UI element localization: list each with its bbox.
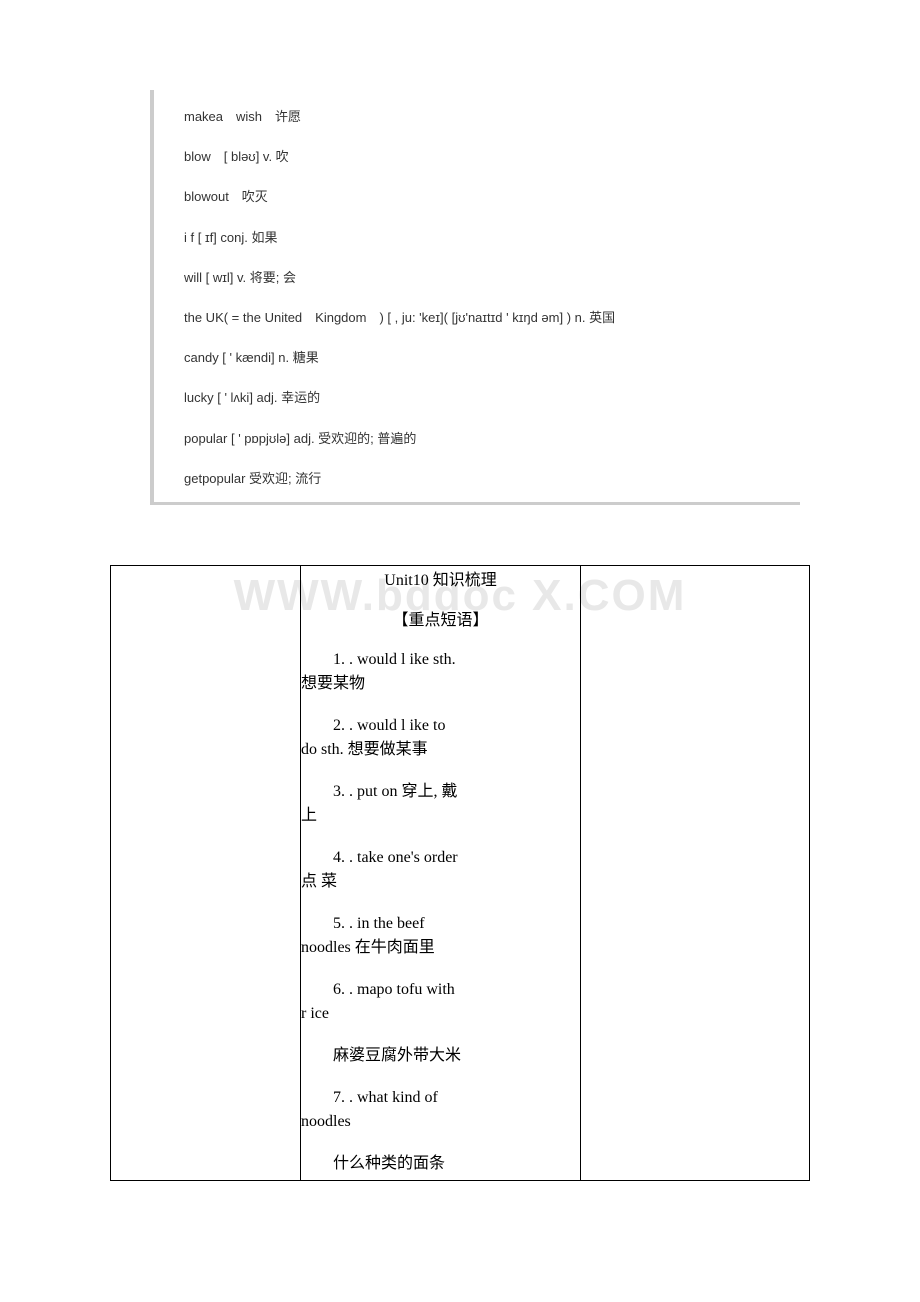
- phrase-extra-line: 什么种类的面条: [301, 1152, 580, 1176]
- phrase-entry: 6. . mapo tofu with r ice: [301, 978, 580, 1026]
- vocab-line: lucky [ ' lʌki] adj. 幸运的: [184, 389, 780, 407]
- phrase-extra: 什么种类的面条: [301, 1152, 580, 1176]
- section-gap: [0, 505, 920, 565]
- table-row: Unit10 知识梳理 【重点短语】 1. . would l ike sth.…: [111, 565, 810, 1180]
- vocab-line: blowout 吹灭: [184, 188, 780, 206]
- vocab-line: popular [ ' pɒpjʊlə] adj. 受欢迎的; 普遍的: [184, 430, 780, 448]
- phrase-entry: 4. . take one's order 点 菜: [301, 846, 580, 894]
- vocab-line: blow [ bləʊ] v. 吹: [184, 148, 780, 166]
- table-cell-content: Unit10 知识梳理 【重点短语】 1. . would l ike sth.…: [301, 565, 581, 1180]
- phrase-cont-line: 想要某物: [301, 672, 580, 696]
- phrase-entry: 1. . would l ike sth. 想要某物: [301, 648, 580, 696]
- vocab-line: the UK( = the United Kingdom ) [ , ju: '…: [184, 309, 780, 327]
- vocab-line: getpopular 受欢迎; 流行: [184, 470, 780, 488]
- phrase-cont-line: 上: [301, 804, 580, 828]
- vocabulary-box: makea wish 许愿 blow [ bləʊ] v. 吹 blowout …: [150, 90, 800, 505]
- phrase-entry: 3. . put on 穿上, 戴 上: [301, 780, 580, 828]
- section-subtitle: 【重点短语】: [301, 606, 580, 630]
- vocab-line: will [ wɪl] v. 将要; 会: [184, 269, 780, 287]
- phrase-extra: 麻婆豆腐外带大米: [301, 1044, 580, 1068]
- phrase-first-line: 3. . put on 穿上, 戴: [301, 780, 580, 804]
- phrase-cont-line: 点 菜: [301, 870, 580, 894]
- phrase-cont-line: noodles: [301, 1110, 580, 1134]
- phrase-cont-line: do sth. 想要做某事: [301, 738, 580, 762]
- phrase-entry: 5. . in the beef noodles 在牛肉面里: [301, 912, 580, 960]
- phrase-cont-line: noodles 在牛肉面里: [301, 936, 580, 960]
- phrases-table: Unit10 知识梳理 【重点短语】 1. . would l ike sth.…: [110, 565, 810, 1181]
- phrase-first-line: 5. . in the beef: [301, 912, 580, 936]
- phrase-first-line: 1. . would l ike sth.: [301, 648, 580, 672]
- phrase-first-line: 6. . mapo tofu with: [301, 978, 580, 1002]
- vocab-line: i f [ ɪf] conj. 如果: [184, 229, 780, 247]
- phrase-first-line: 2. . would l ike to: [301, 714, 580, 738]
- table-cell-left: [111, 565, 301, 1180]
- phrase-cont-line: r ice: [301, 1002, 580, 1026]
- unit-title: Unit10 知识梳理: [301, 566, 580, 590]
- phrases-wrapper: WWW.bddoc X.COM Unit10 知识梳理 【重点短语】 1. . …: [110, 565, 810, 1181]
- phrase-entry: 7. . what kind of noodles: [301, 1086, 580, 1134]
- phrase-first-line: 7. . what kind of: [301, 1086, 580, 1110]
- phrase-first-line: 4. . take one's order: [301, 846, 580, 870]
- vocab-line: makea wish 许愿: [184, 108, 780, 126]
- phrase-entry: 2. . would l ike to do sth. 想要做某事: [301, 714, 580, 762]
- phrase-extra-line: 麻婆豆腐外带大米: [301, 1044, 580, 1068]
- vocab-line: candy [ ' kændi] n. 糖果: [184, 349, 780, 367]
- table-cell-right: [581, 565, 810, 1180]
